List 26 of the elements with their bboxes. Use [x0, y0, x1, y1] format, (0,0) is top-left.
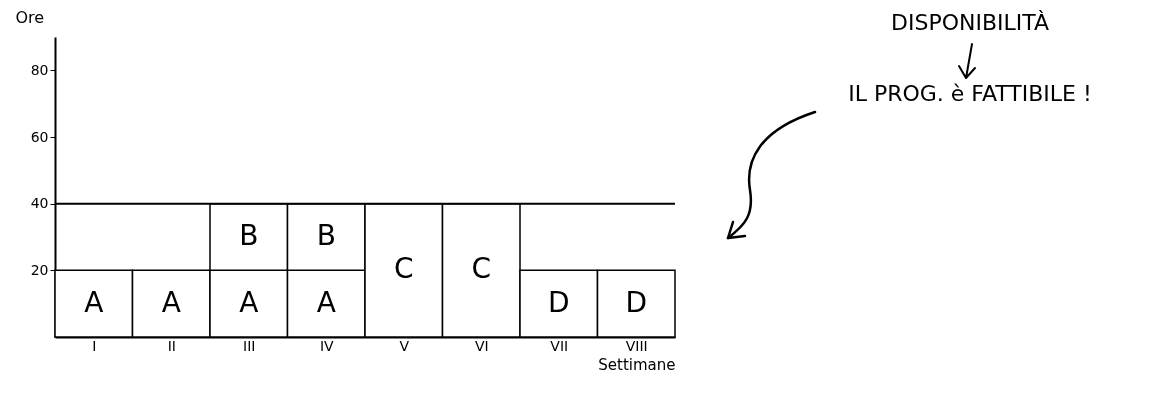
text: IL PROG. è FATTIBILE !: [847, 81, 1093, 106]
series-label: A: [84, 285, 104, 319]
series-label: B: [239, 219, 259, 252]
series-label: D: [547, 285, 570, 319]
x-tick-label: IV: [319, 337, 335, 354]
x-tick-label: VIII: [625, 337, 648, 354]
x-tick-label: I: [92, 337, 97, 354]
text: C: [471, 252, 492, 286]
x-tick-label: V: [399, 337, 410, 354]
text: A: [239, 285, 259, 319]
x-tick-label: III: [243, 337, 256, 354]
text: A: [161, 285, 181, 319]
y-tick-label: 60: [30, 128, 49, 145]
y-axis-title: Ore: [15, 7, 45, 27]
text: DISPONIBILITÀ: [890, 10, 1050, 35]
x-axis-title: Settimane: [598, 355, 676, 374]
x-tick-label: VI: [474, 337, 489, 354]
series-label: C: [393, 252, 414, 286]
x-tick-label: II: [167, 337, 176, 354]
y-tick-label: 20: [30, 261, 49, 278]
text: A: [316, 285, 336, 319]
text: D: [625, 285, 648, 319]
y-tick-label: 40: [30, 195, 49, 212]
x-tick-label: VII: [550, 337, 569, 354]
y-tick-label: 80: [30, 61, 49, 78]
text: B: [316, 219, 336, 252]
